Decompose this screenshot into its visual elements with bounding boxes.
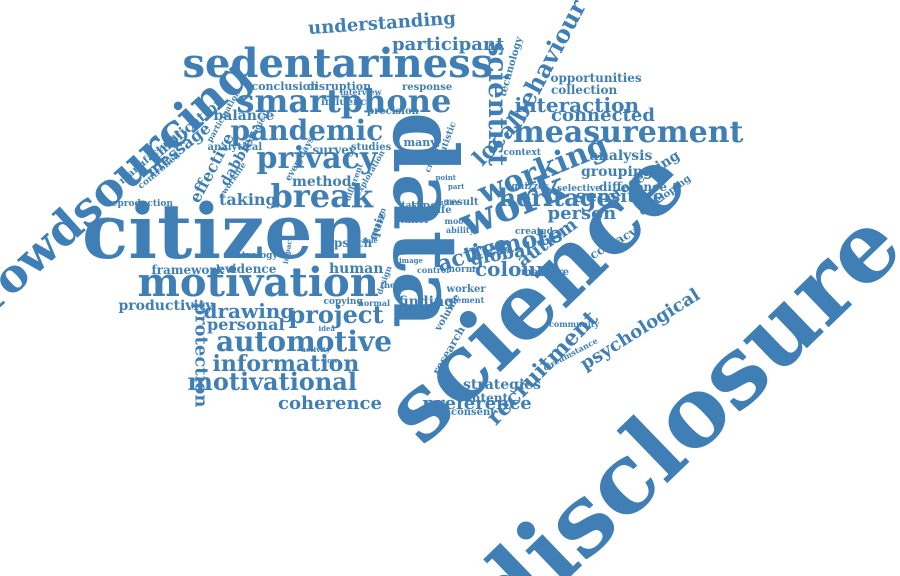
word-studies: studies bbox=[351, 142, 392, 153]
word-opportunities: opportunities bbox=[550, 71, 642, 85]
word-framework: framework bbox=[151, 263, 225, 277]
word-theories: theories bbox=[380, 280, 418, 290]
word-project: project bbox=[288, 300, 384, 329]
word-car-life: car life bbox=[412, 205, 452, 216]
word-balance: balance bbox=[213, 108, 275, 124]
word-precision: precision bbox=[367, 106, 419, 117]
word-disruption: disruption bbox=[307, 79, 372, 93]
word-idea: idea bbox=[318, 323, 336, 333]
word-sensitive: sensitive bbox=[575, 186, 665, 207]
word-connected: connected bbox=[551, 105, 655, 126]
word-created: created bbox=[515, 226, 553, 237]
word-heritage: heritage bbox=[498, 183, 612, 212]
word-smartphone: smartphone bbox=[236, 82, 452, 120]
word-worker: worker bbox=[446, 284, 486, 295]
word-result: result bbox=[445, 197, 479, 208]
word-quizzes: quizzes bbox=[511, 181, 549, 192]
word-norm: norm bbox=[448, 264, 476, 275]
word-interaction: interaction bbox=[514, 93, 640, 117]
word-colour: colour bbox=[475, 257, 547, 281]
word-measurement: measurement bbox=[513, 115, 744, 150]
word-survey: survey bbox=[312, 143, 356, 157]
word-control: control bbox=[417, 265, 450, 275]
word-conclusion: conclusion bbox=[251, 79, 319, 93]
word-taker: taker bbox=[400, 215, 430, 226]
word-content: content bbox=[456, 391, 508, 405]
word-collection: collection bbox=[551, 83, 618, 97]
word-taking: taking bbox=[219, 190, 277, 209]
word-task: task bbox=[401, 200, 423, 211]
word-strategies: strategies bbox=[463, 377, 542, 393]
word-mood: mood bbox=[444, 216, 470, 226]
word-human: human bbox=[329, 261, 384, 277]
word-driver: driver bbox=[400, 149, 438, 163]
word-productivity: productivity bbox=[118, 298, 214, 314]
word-reproduction: reproduction bbox=[107, 198, 173, 209]
word-image: image bbox=[399, 255, 423, 265]
word-pandemic: pandemic bbox=[230, 114, 384, 147]
word-citizen: citizen bbox=[82, 187, 368, 276]
word-child: child bbox=[427, 239, 453, 250]
word-context: context bbox=[503, 147, 541, 158]
word-metrology: metrology bbox=[226, 250, 278, 261]
word-information: information bbox=[212, 351, 360, 377]
word-copying: copying bbox=[323, 296, 363, 307]
word-coherence: coherence bbox=[278, 393, 382, 414]
word-difference: difference bbox=[599, 180, 668, 194]
word-drawing: drawing bbox=[203, 299, 295, 323]
word-role: role bbox=[362, 235, 378, 245]
word-ability: ability bbox=[446, 225, 475, 235]
word-preference: preference bbox=[422, 393, 532, 414]
word-analysis: analysis bbox=[589, 148, 653, 164]
word-method: method bbox=[292, 174, 352, 190]
word-type: type bbox=[411, 198, 438, 212]
word-activity: activity bbox=[301, 344, 331, 354]
word-motivational: motivational bbox=[187, 367, 357, 396]
word-element: element bbox=[448, 295, 485, 305]
word-grouping: grouping bbox=[581, 164, 653, 180]
word-response: response bbox=[402, 82, 453, 93]
word-community: community bbox=[549, 319, 600, 329]
word-analytical: analytical bbox=[207, 142, 263, 153]
word-break: break bbox=[270, 177, 374, 215]
word-interview: interview bbox=[340, 87, 382, 97]
word-person: person bbox=[547, 203, 617, 224]
word-many: many bbox=[403, 135, 437, 149]
word-participant: participant bbox=[392, 34, 505, 55]
word-evidence: evidence bbox=[217, 262, 277, 276]
word-flow: flow bbox=[322, 355, 338, 365]
word-future: future bbox=[435, 197, 461, 207]
word-psych: psych bbox=[334, 236, 373, 250]
word-selective: selective bbox=[557, 183, 601, 194]
word-privacy: privacy bbox=[256, 141, 378, 176]
word-sedentariness: sedentariness bbox=[182, 40, 494, 87]
word-influence: influence bbox=[321, 97, 373, 108]
word-motivation: motivation bbox=[137, 259, 379, 306]
word-point: point bbox=[435, 172, 457, 182]
word-normal: normal bbox=[358, 298, 391, 308]
word-measure: measure bbox=[521, 267, 569, 278]
word-personal: personal bbox=[207, 315, 285, 334]
word-part: part bbox=[448, 181, 465, 191]
word-consent: consent bbox=[451, 407, 495, 418]
word-automotive: automotive bbox=[216, 325, 393, 358]
word-finding: finding bbox=[398, 294, 454, 310]
